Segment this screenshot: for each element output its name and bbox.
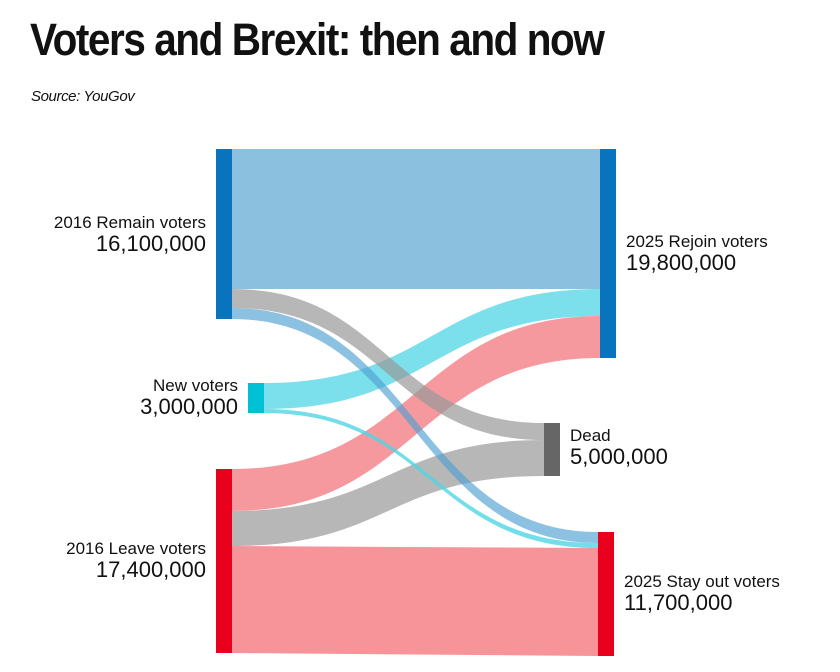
node-new xyxy=(248,383,264,413)
link-new-rejoin xyxy=(264,289,600,409)
label-stayout-value: 11,700,000 xyxy=(624,589,733,615)
label-stayout: 2025 Stay out voters 11,700,000 xyxy=(624,573,780,614)
link-remain-rejoin xyxy=(232,149,600,289)
label-stayout-name: 2025 Stay out voters xyxy=(624,572,780,591)
node-remain xyxy=(216,149,232,319)
label-rejoin: 2025 Rejoin voters 19,800,000 xyxy=(626,233,768,274)
sankey-links xyxy=(232,149,600,656)
label-leave-value: 17,400,000 xyxy=(95,556,206,582)
sankey-nodes xyxy=(216,149,616,656)
label-leave-name: 2016 Leave voters xyxy=(66,539,206,558)
chart-title: Voters and Brexit: then and now xyxy=(30,14,605,65)
chart-source: Source: YouGov xyxy=(31,88,135,105)
node-leave xyxy=(216,469,232,653)
link-new-stayout xyxy=(264,409,598,548)
node-dead xyxy=(544,423,560,476)
label-new: New voters 3,000,000 xyxy=(140,377,238,418)
node-rejoin xyxy=(600,149,616,358)
label-new-value: 3,000,000 xyxy=(140,393,238,419)
label-remain: 2016 Remain voters 16,100,000 xyxy=(54,214,206,255)
label-dead-name: Dead xyxy=(570,426,611,445)
label-remain-name: 2016 Remain voters xyxy=(53,213,206,232)
label-rejoin-name: 2025 Rejoin voters xyxy=(626,232,768,251)
label-rejoin-value: 19,800,000 xyxy=(626,249,737,275)
link-leave-stayout xyxy=(232,546,598,656)
link-leave-rejoin xyxy=(232,316,600,511)
label-new-name: New voters xyxy=(152,376,238,395)
label-dead-value: 5,000,000 xyxy=(570,443,668,469)
link-remain-stayout xyxy=(232,308,598,543)
link-leave-dead xyxy=(232,440,544,546)
node-stayout xyxy=(598,532,614,656)
label-leave: 2016 Leave voters 17,400,000 xyxy=(66,540,206,581)
label-remain-value: 16,100,000 xyxy=(95,230,206,256)
link-remain-dead xyxy=(232,289,544,440)
label-dead: Dead 5,000,000 xyxy=(570,427,668,468)
